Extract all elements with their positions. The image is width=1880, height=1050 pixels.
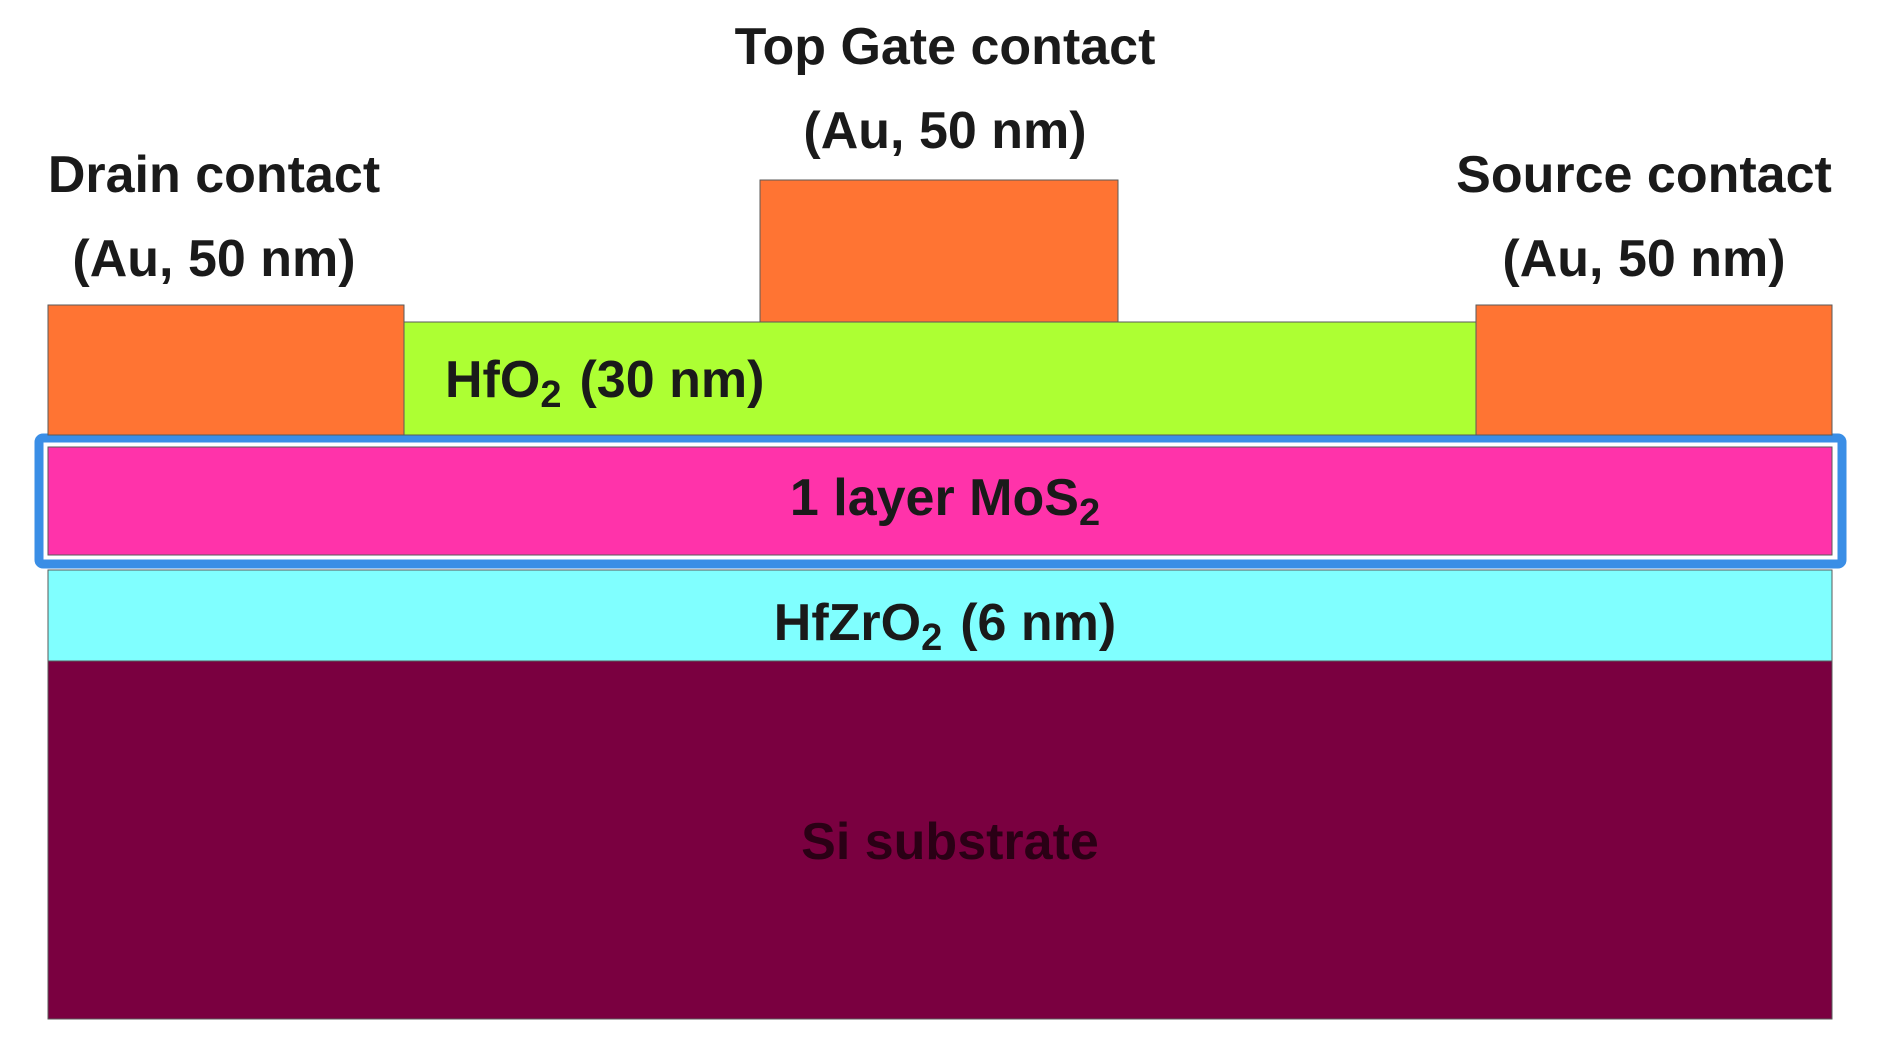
mos2-layer bbox=[47, 446, 1833, 556]
mos2-formula: 1 layer MoS bbox=[790, 469, 1079, 527]
drain-title: Drain contact bbox=[48, 146, 380, 204]
source-title: Source contact bbox=[1456, 146, 1832, 204]
hfo2-subscript: 2 bbox=[540, 374, 561, 416]
substrate-label: Si substrate bbox=[801, 813, 1099, 871]
hfzro2-thickness: (6 nm) bbox=[960, 594, 1116, 652]
gate-title: Top Gate contact bbox=[735, 18, 1156, 76]
hfo2-thickness: (30 nm) bbox=[579, 351, 764, 409]
drain-contact bbox=[47, 304, 405, 436]
hfzro2-layer bbox=[47, 569, 1833, 662]
hfzro2-label: HfZrO2 (6 nm) bbox=[774, 594, 1116, 659]
drain-detail: (Au, 50 nm) bbox=[72, 230, 355, 288]
hfo2-formula: HfO bbox=[445, 351, 540, 409]
source-contact bbox=[1475, 304, 1833, 436]
hfzro2-subscript: 2 bbox=[921, 617, 942, 659]
mos2-highlight bbox=[34, 433, 1847, 569]
source-detail: (Au, 50 nm) bbox=[1502, 230, 1785, 288]
gate-detail: (Au, 50 nm) bbox=[803, 102, 1086, 160]
hfo2-layer bbox=[403, 321, 1477, 436]
gate-contact bbox=[759, 179, 1119, 323]
hfzro2-formula: HfZrO bbox=[774, 594, 921, 652]
si-substrate bbox=[47, 660, 1833, 1020]
mos2-subscript: 2 bbox=[1079, 492, 1100, 534]
mos2-label: 1 layer MoS2 bbox=[790, 469, 1100, 534]
hfo2-label: HfO2 (30 nm) bbox=[445, 351, 764, 416]
